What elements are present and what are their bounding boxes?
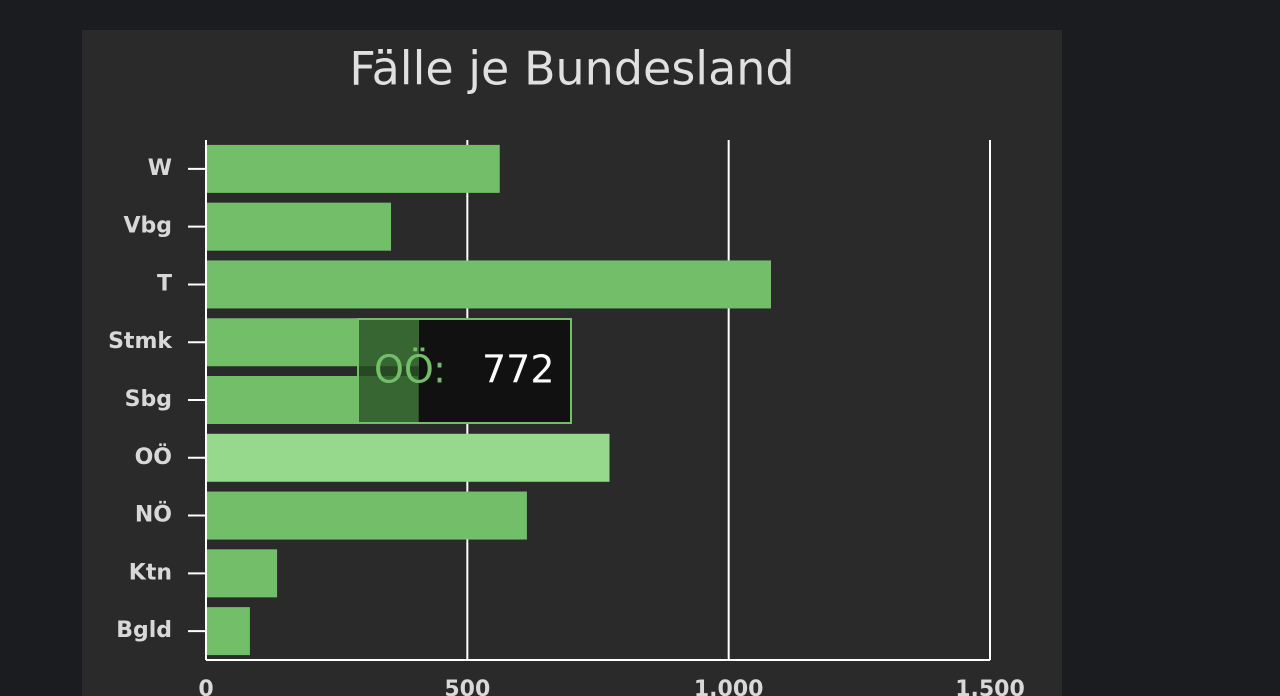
y-tick-label: Bgld (116, 618, 172, 643)
tooltip-label-bg (358, 319, 419, 423)
y-tick-label: OÖ (135, 444, 172, 470)
bar (206, 433, 610, 482)
bar (206, 260, 772, 309)
bar (206, 491, 527, 540)
tooltip-value: 772 (482, 348, 555, 392)
tooltip-border (357, 318, 572, 424)
tooltip-value-bg (419, 319, 571, 423)
bar (206, 144, 500, 193)
y-tick-label: NÖ (135, 502, 172, 528)
y-tick-label: Stmk (108, 329, 173, 354)
y-tick-label: W (148, 156, 172, 181)
y-tick-label: Vbg (123, 214, 172, 239)
x-tick-label: 500 (444, 677, 490, 696)
x-tick-label: 1.500 (955, 677, 1025, 696)
y-tick-label: Ktn (129, 560, 172, 585)
chart-title: Fälle je Bundesland (349, 42, 794, 96)
bar (206, 549, 278, 598)
x-tick-label: 1.000 (694, 677, 764, 696)
y-tick-label: T (157, 271, 172, 296)
bar (206, 607, 250, 656)
y-tick-label: Sbg (125, 387, 172, 412)
bar (206, 202, 392, 251)
x-tick-label: 0 (198, 677, 213, 696)
tooltip-label: OÖ: (374, 348, 446, 392)
